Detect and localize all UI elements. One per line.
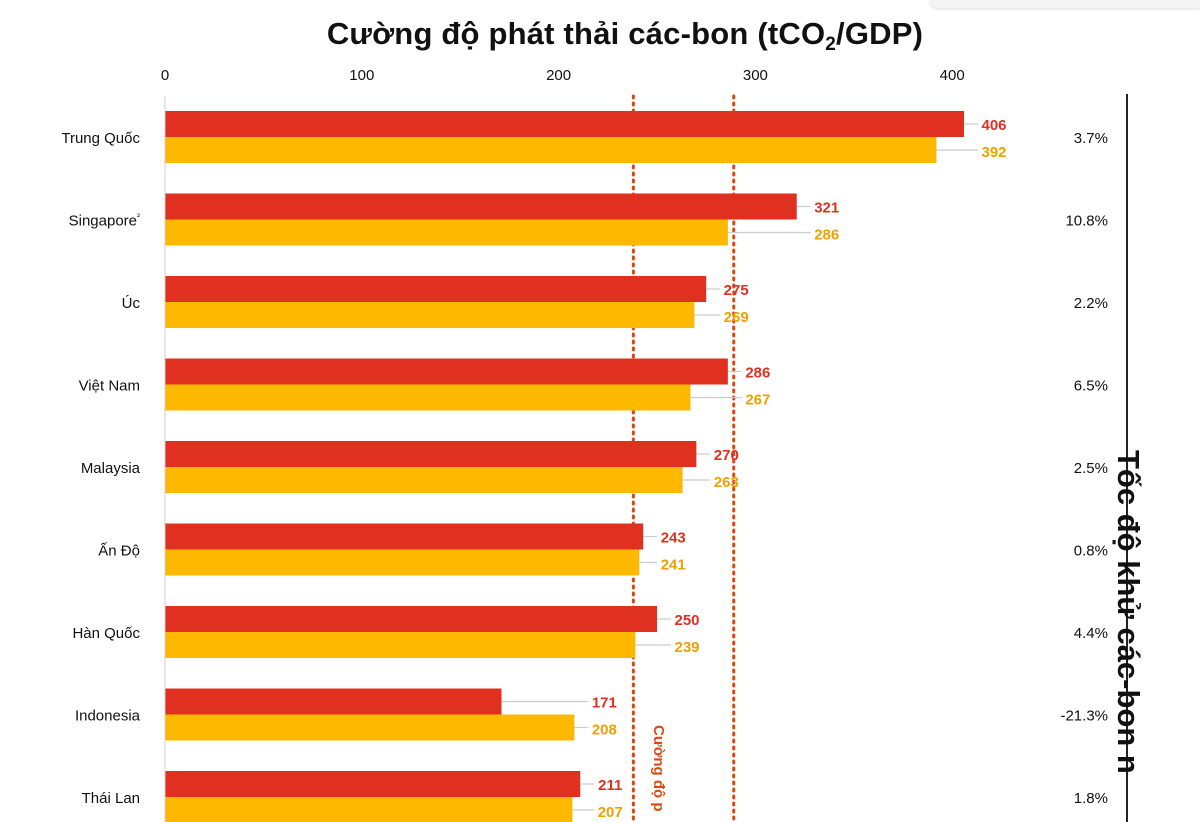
data-label-series-b: 241 <box>661 557 686 574</box>
bar-series-a <box>165 276 707 302</box>
category-label: Malaysia <box>81 460 141 477</box>
x-tick-label: 100 <box>349 67 374 84</box>
chart-title-subscript: 2 <box>825 34 837 55</box>
data-label-series-b: 267 <box>745 392 770 409</box>
data-label-series-a: 171 <box>592 695 617 712</box>
bar-series-a <box>165 688 502 715</box>
category-label: Hàn Quốc <box>72 625 140 642</box>
bar-series-b <box>165 302 695 328</box>
rate-label: 10.8% <box>1065 213 1108 230</box>
data-label-series-a: 321 <box>814 200 839 217</box>
bar-series-b <box>165 384 691 411</box>
data-label-series-a: 275 <box>724 282 749 299</box>
category-label: Singapore² <box>69 212 140 230</box>
rate-label: 1.8% <box>1074 790 1108 807</box>
data-label-series-a: 250 <box>674 612 699 629</box>
bar-series-b <box>165 549 640 576</box>
data-label-series-b: 392 <box>981 144 1006 161</box>
data-label-series-b: 208 <box>592 722 617 739</box>
chart-title-main: Cường độ phát thải các-bon (tCO <box>326 16 826 51</box>
bar-series-a <box>165 606 657 632</box>
data-label-series-a: 286 <box>745 365 770 382</box>
bar-series-b <box>165 219 728 246</box>
bar-series-a <box>165 111 965 137</box>
data-label-series-b: 269 <box>724 309 749 326</box>
right-axis-title: Tốc độ khử các-bon n <box>1111 450 1146 774</box>
category-label: Việt Nam <box>79 378 140 395</box>
rate-label: 6.5% <box>1074 378 1108 395</box>
bar-series-a <box>165 771 581 797</box>
bar-series-b <box>165 137 937 163</box>
x-tick-label: 0 <box>161 67 169 84</box>
window-edge-shade <box>930 0 1200 8</box>
chart-title: Cường độ phát thải các-bon (tCO2/GDP) <box>0 16 1200 56</box>
category-label: Ấn Độ <box>98 543 140 560</box>
reference-line-label: Cường độ p <box>650 725 667 812</box>
category-label: Úc <box>122 295 141 312</box>
category-label: Indonesia <box>75 708 141 725</box>
x-tick-label: 200 <box>546 67 571 84</box>
bar-series-b <box>165 714 575 741</box>
data-label-series-a: 270 <box>714 447 739 464</box>
bar-series-a <box>165 441 697 467</box>
rate-label: 2.5% <box>1074 460 1108 477</box>
rate-label: -21.3% <box>1060 708 1108 725</box>
x-tick-label: 400 <box>940 67 965 84</box>
data-label-series-b: 286 <box>814 227 839 244</box>
bar-series-a <box>165 523 644 550</box>
data-label-series-b: 239 <box>674 639 699 656</box>
x-tick-label: 300 <box>743 67 768 84</box>
rate-label: 4.4% <box>1074 625 1108 642</box>
category-label: Thái Lan <box>82 790 140 807</box>
chart-title-suffix: /GDP) <box>836 16 924 51</box>
bar-series-a <box>165 193 797 220</box>
data-label-series-b: 263 <box>714 474 739 491</box>
data-label-series-b: 207 <box>598 804 623 821</box>
bar-series-b <box>165 797 573 822</box>
category-label: Trung Quốc <box>61 130 140 147</box>
data-label-series-a: 243 <box>661 530 686 547</box>
data-label-series-a: 211 <box>598 777 622 794</box>
rate-label: 3.7% <box>1074 130 1108 147</box>
rate-label: 2.2% <box>1074 295 1108 312</box>
bar-series-b <box>165 467 683 493</box>
bar-series-b <box>165 632 636 658</box>
data-label-series-a: 406 <box>981 117 1006 134</box>
rate-label: 0.8% <box>1074 543 1108 560</box>
bar-series-a <box>165 358 728 385</box>
